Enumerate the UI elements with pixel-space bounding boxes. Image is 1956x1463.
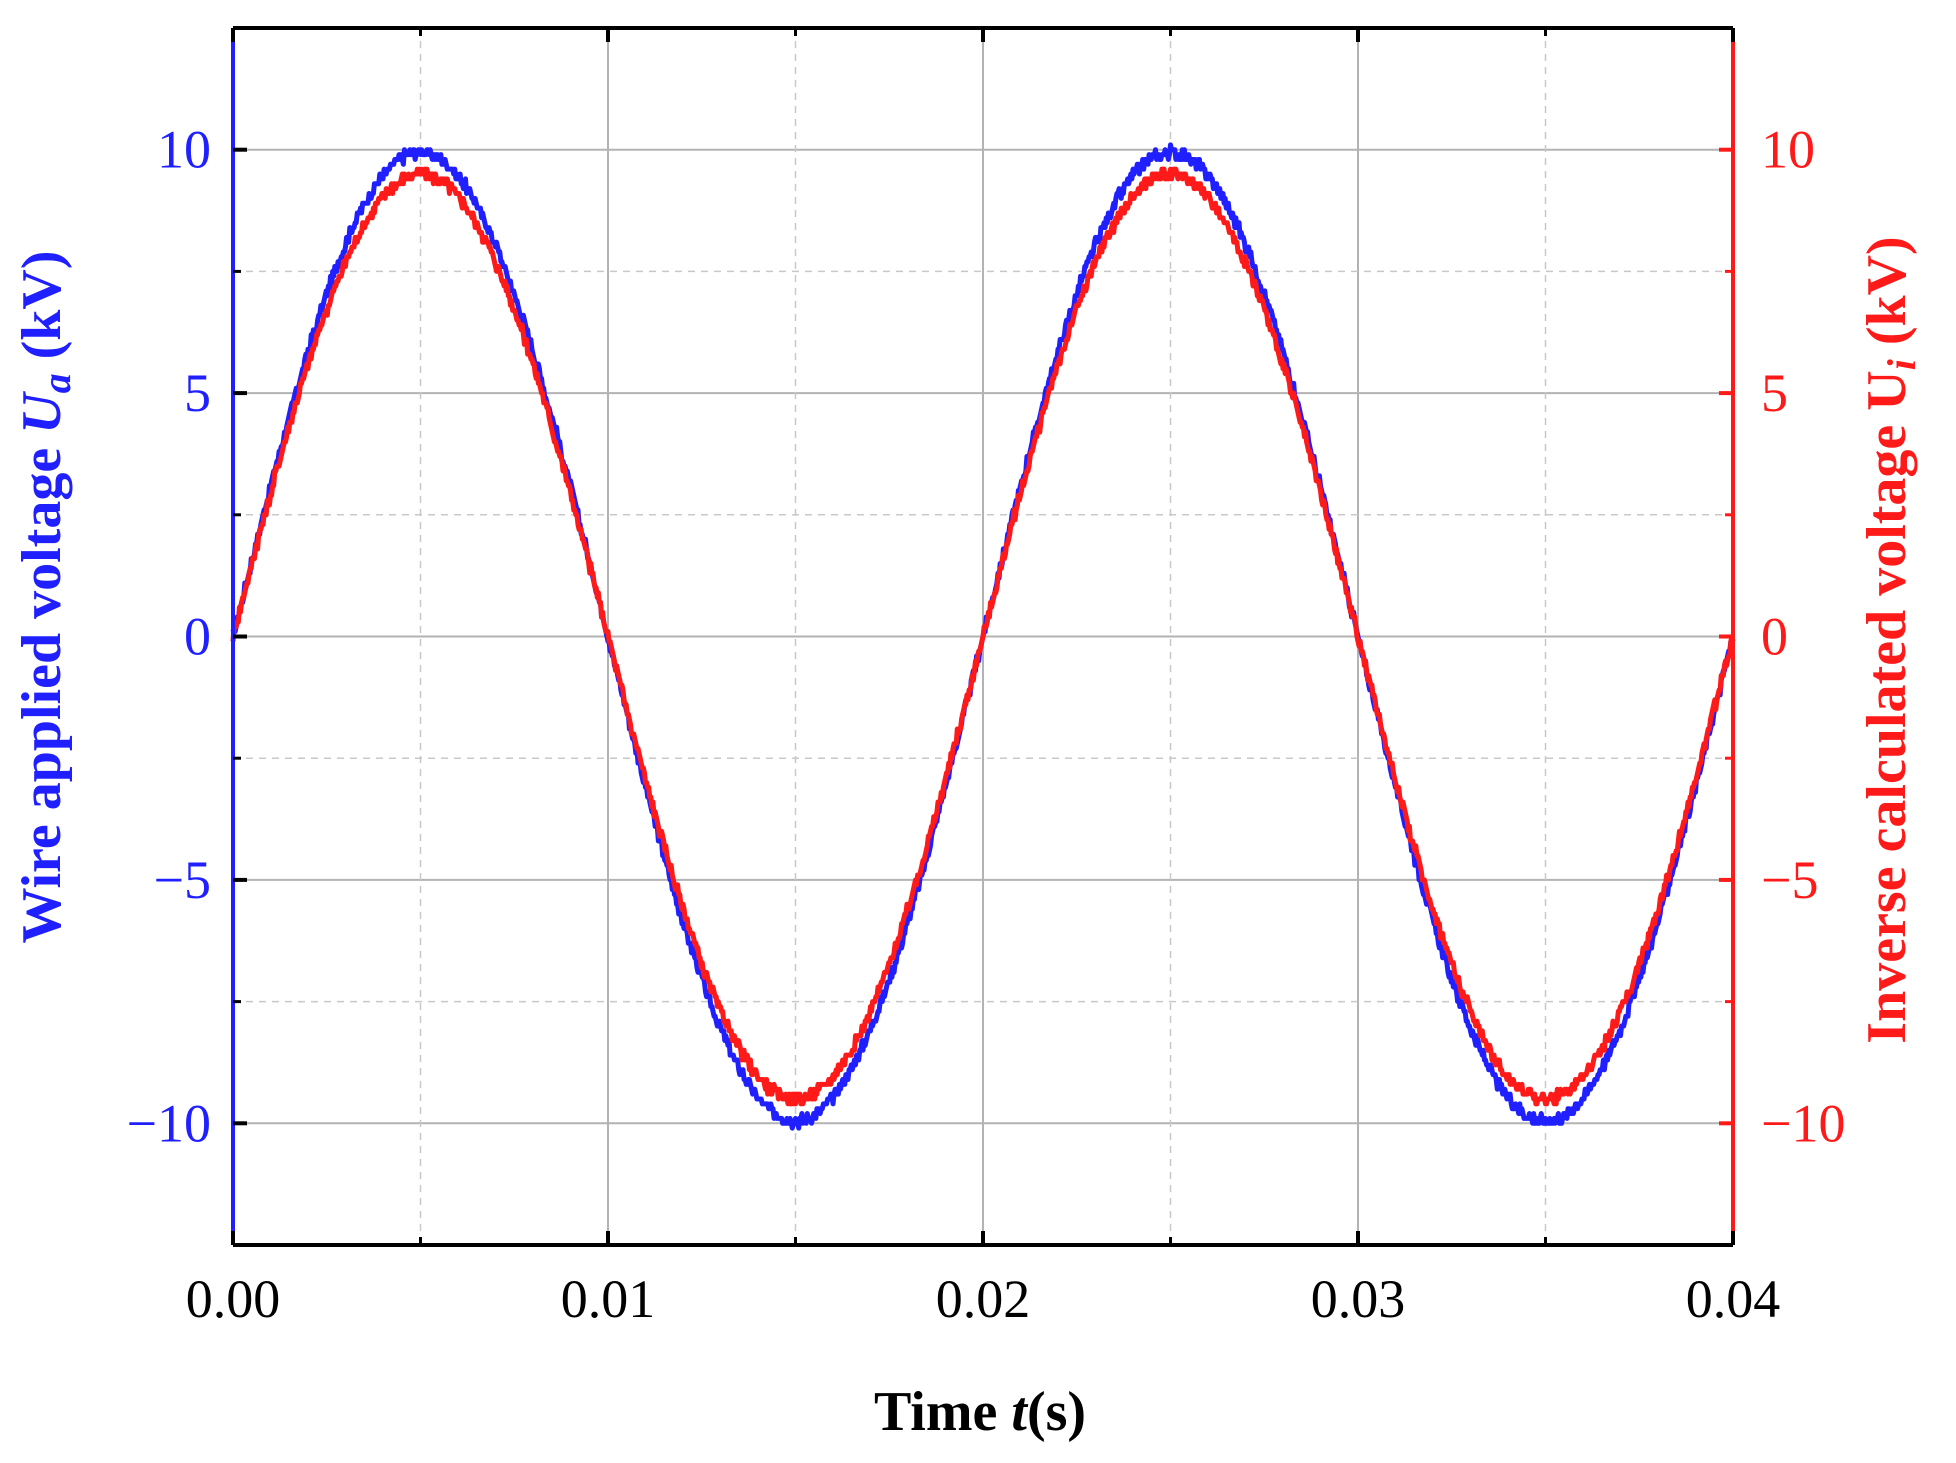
tick-marks <box>231 28 1735 1245</box>
y-left-title-suffix: (kV) <box>11 250 73 373</box>
y-left-tick-label: −5 <box>154 850 211 910</box>
x-axis-title: Time t(s) <box>874 1381 1086 1443</box>
x-axis-title-prefix: Time <box>874 1381 1011 1443</box>
y-right-tick-label: 0 <box>1761 607 1788 667</box>
x-axis-title-var: t <box>1011 1381 1028 1443</box>
series-lines <box>230 142 1736 1131</box>
x-tick-label: 0.00 <box>186 1269 281 1329</box>
y-left-tick-label: 0 <box>184 607 211 667</box>
x-axis-title-suffix: (s) <box>1027 1381 1086 1443</box>
y-right-title-prefix: Inverse calculated voltage U <box>1856 370 1918 1043</box>
y-left-title-prefix: Wire applied voltage <box>11 434 73 944</box>
y-axis-left-title: Wire applied voltage Ua (kV) <box>11 250 79 943</box>
x-tick-label: 0.03 <box>1311 1269 1406 1329</box>
y-right-tick-label: 5 <box>1761 363 1788 423</box>
y-right-tick-label: −5 <box>1761 850 1818 910</box>
y-left-title-sub: a <box>34 373 79 393</box>
y-right-tick-label: −10 <box>1761 1093 1845 1153</box>
x-tick-label: 0.02 <box>936 1269 1031 1329</box>
y-right-title-sub: i <box>1879 359 1924 370</box>
y-right-title-suffix: (kV) <box>1856 236 1918 359</box>
x-tick-label: 0.04 <box>1686 1269 1781 1329</box>
y-left-tick-label: 10 <box>157 120 211 180</box>
y-left-tick-label: 5 <box>184 363 211 423</box>
y-right-tick-label: 10 <box>1761 120 1815 180</box>
y-left-title-var: U <box>11 391 73 434</box>
tick-labels: 0.00 0.01 0.02 0.03 0.04 10 10 5 5 0 0 −5 −5 −10 −10 <box>127 120 1846 1329</box>
y-left-tick-label: −10 <box>127 1093 211 1153</box>
voltage-series-line-2 <box>230 166 1736 1107</box>
x-tick-label: 0.01 <box>561 1269 656 1329</box>
y-axis-right-title: Inverse calculated voltage Ui (kV) <box>1856 236 1924 1043</box>
